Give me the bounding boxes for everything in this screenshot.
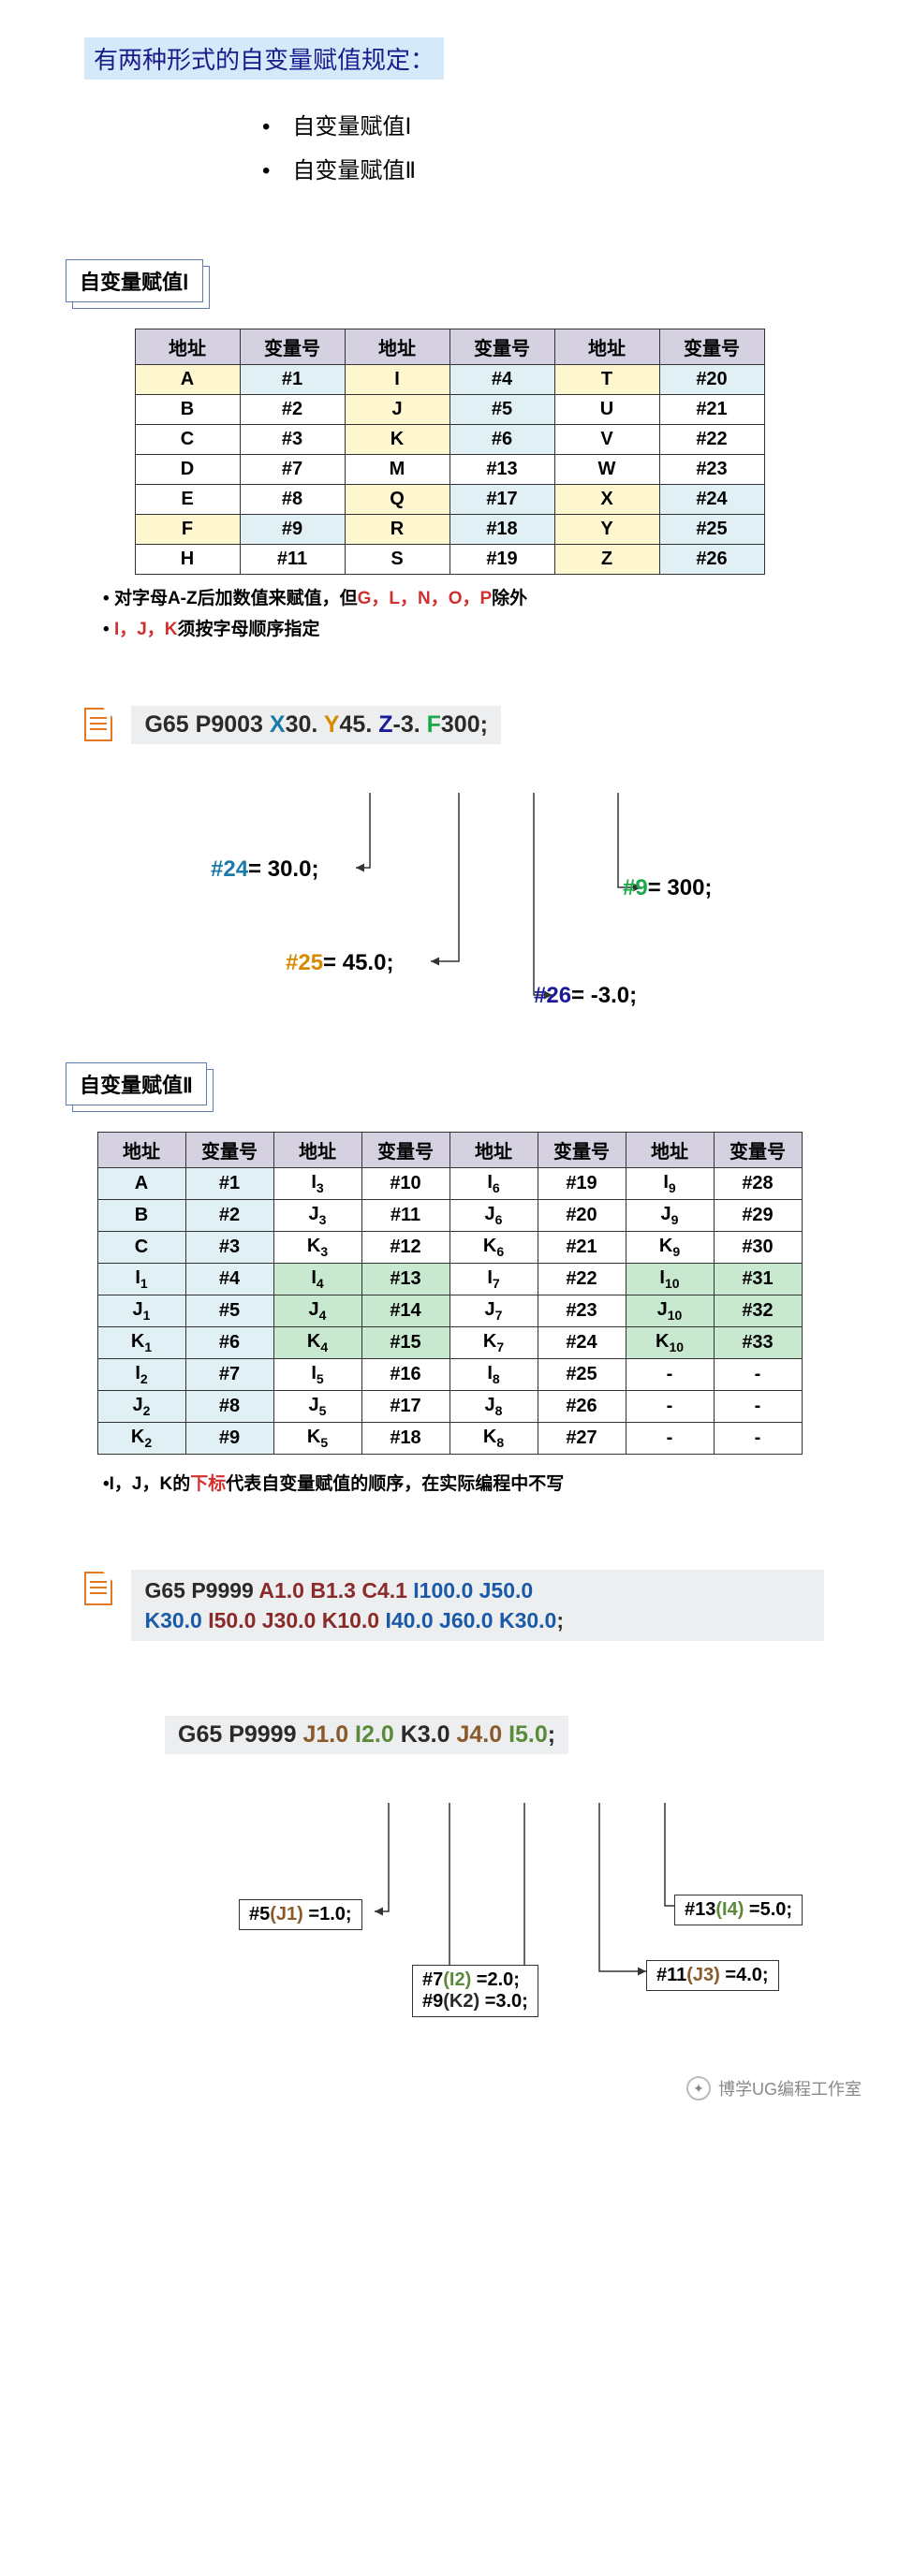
document-icon [84, 708, 112, 741]
section1-label: 自变量赋值Ⅰ [66, 259, 203, 302]
page-title: 有两种形式的自变量赋值规定： [84, 37, 444, 80]
section2-label: 自变量赋值Ⅱ [66, 1062, 207, 1105]
bullet-item: 自变量赋值Ⅰ [292, 114, 411, 139]
bullet-item: 自变量赋值Ⅱ [292, 158, 416, 183]
note2: • I，J，K须按字母顺序指定 [103, 615, 843, 640]
footer: ✦ 博学UG编程工作室 [686, 2076, 862, 2100]
example3: G65 P9999 J1.0 I2.0 K3.0 J4.0 I5.0; #5(J… [150, 1716, 843, 2016]
table-2: 地址变量号地址变量号地址变量号地址变量号A#1I3#10I6#19I9#28B#… [97, 1132, 803, 1455]
document-page: 有两种形式的自变量赋值规定： • 自变量赋值Ⅰ • 自变量赋值Ⅱ 自变量赋值Ⅰ … [0, 0, 899, 2129]
example1: G65 P9003 X30. Y45. Z-3. F300; #24= 30.0… [84, 706, 843, 1025]
table-1: 地址变量号地址变量号地址变量号A#1I#4T#20B#2J#5U#21C#3K#… [135, 329, 765, 575]
code-line: G65 P9003 X30. Y45. Z-3. F300; [131, 706, 501, 744]
note1: • 对字母A-Z后加数值来赋值，但G，L，N，O，P除外 [103, 584, 843, 609]
wechat-icon: ✦ [686, 2076, 711, 2100]
example2: G65 P9999 A1.0 B1.3 C4.1 I100.0 J50.0K30… [84, 1570, 843, 1641]
code-line: G65 P9999 J1.0 I2.0 K3.0 J4.0 I5.0; [165, 1716, 568, 1754]
code-block: G65 P9999 A1.0 B1.3 C4.1 I100.0 J50.0K30… [131, 1570, 824, 1641]
document-icon [84, 1572, 112, 1605]
bullet-list: • 自变量赋值Ⅰ • 自变量赋值Ⅱ [262, 108, 843, 184]
note3: •I，J，K的下标代表自变量赋值的顺序，在实际编程中不写 [103, 1470, 843, 1495]
